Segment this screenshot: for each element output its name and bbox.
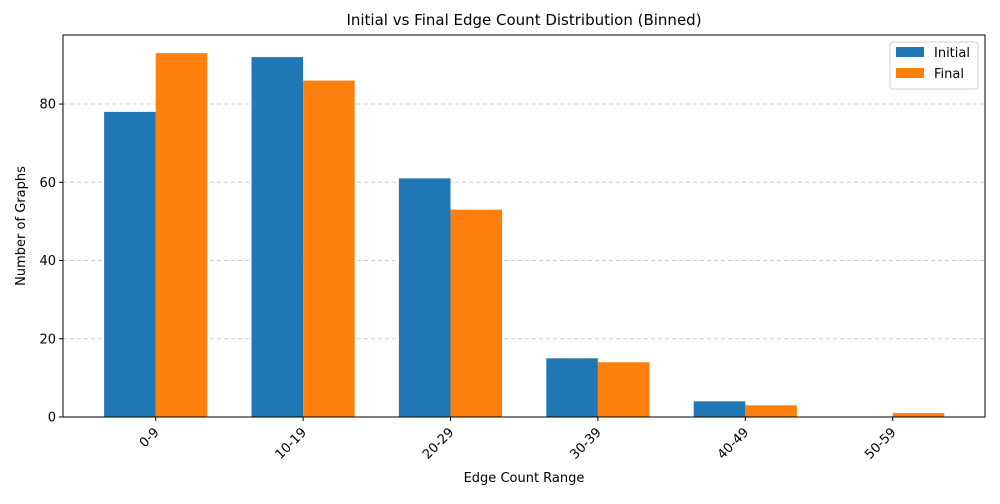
x-tick-label: 0-9 xyxy=(137,425,163,451)
chart-title: Initial vs Final Edge Count Distribution… xyxy=(346,11,701,29)
y-tick-label: 40 xyxy=(39,254,56,269)
bar-initial-20-29 xyxy=(398,178,451,417)
y-tick-label: 60 xyxy=(39,176,56,191)
y-tick-label: 0 xyxy=(48,411,56,426)
x-tick-label: 20-29 xyxy=(420,425,457,462)
bar-final-10-19 xyxy=(303,80,355,418)
y-axis-label: Number of Graphs xyxy=(14,166,29,286)
bar-final-20-29 xyxy=(450,209,503,417)
bar-final-50-59 xyxy=(892,413,945,417)
bar-final-40-49 xyxy=(745,405,797,417)
y-axis: 0 20 40 60 80 xyxy=(39,98,63,426)
bar-initial-40-49 xyxy=(693,401,746,417)
x-tick-label: 40-49 xyxy=(715,425,752,462)
legend-swatch-final xyxy=(896,68,924,78)
legend: Initial Final xyxy=(889,41,979,90)
bars xyxy=(104,53,945,418)
bar-final-30-39 xyxy=(597,362,650,417)
legend-label-initial: Initial xyxy=(934,46,970,61)
x-axis: 0-9 10-19 20-29 30-39 40-49 50-59 xyxy=(137,417,900,463)
x-tick-label: 30-39 xyxy=(567,425,604,462)
plot-frame xyxy=(62,34,986,418)
x-tick-label: 50-59 xyxy=(862,425,899,462)
x-tick-label: 10-19 xyxy=(273,425,310,462)
bar-initial-10-19 xyxy=(251,57,304,417)
legend-swatch-initial xyxy=(896,47,924,57)
y-tick-label: 20 xyxy=(39,332,56,347)
bar-final-0-9 xyxy=(155,53,208,417)
bar-initial-0-9 xyxy=(104,111,156,417)
y-tick-label: 80 xyxy=(39,98,56,113)
legend-label-final: Final xyxy=(934,67,964,82)
bar-initial-30-39 xyxy=(546,358,598,417)
x-axis-label: Edge Count Range xyxy=(464,471,585,486)
